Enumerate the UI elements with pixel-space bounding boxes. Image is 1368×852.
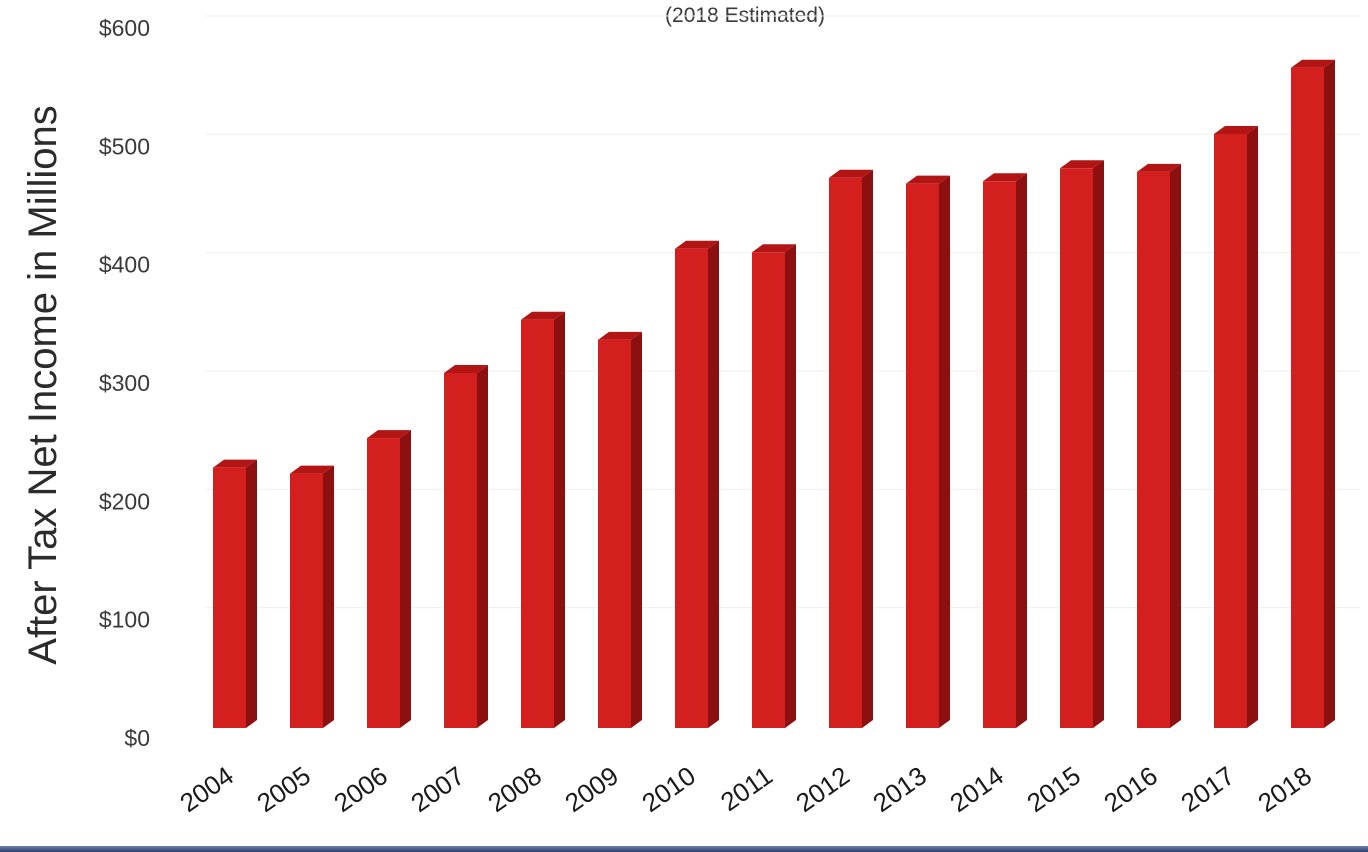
bar-top <box>1060 160 1104 169</box>
bar <box>829 169 873 728</box>
bar <box>1137 163 1181 729</box>
bar <box>598 331 642 728</box>
y-tick-label: $600 <box>99 15 150 41</box>
bar-front <box>1060 168 1093 729</box>
x-tick-label: 2004 <box>174 760 239 818</box>
x-tick-label: 2005 <box>251 760 316 818</box>
bar <box>983 173 1027 729</box>
y-tick-label: $0 <box>124 725 150 751</box>
x-tick-label: 2006 <box>328 760 393 818</box>
bar-side <box>554 311 565 728</box>
x-tick-label: 2018 <box>1252 760 1317 818</box>
bar-side <box>477 365 488 728</box>
bar-top <box>906 175 950 184</box>
bar-top <box>290 465 334 474</box>
bar-side <box>708 240 719 728</box>
bar-front <box>444 373 477 728</box>
bar-top <box>444 365 488 373</box>
bar <box>675 240 719 728</box>
bar-front <box>290 473 323 728</box>
x-tick-label: 2013 <box>867 760 932 818</box>
x-tick-label: 2016 <box>1098 760 1163 818</box>
bar-front <box>598 339 631 728</box>
bar-front <box>906 183 939 728</box>
x-tick-label: 2012 <box>790 760 855 818</box>
bar-top <box>1214 125 1258 134</box>
bar-top <box>213 459 257 468</box>
y-tick-label: $500 <box>99 133 150 159</box>
y-axis-label: After Tax Net Income in Millions <box>21 105 65 664</box>
bar-front <box>1214 133 1247 728</box>
bar-top <box>1137 163 1181 172</box>
bar-side <box>1247 125 1258 728</box>
bar <box>367 430 411 728</box>
bar <box>290 465 334 728</box>
bar-side <box>400 430 411 728</box>
bar-side <box>785 244 796 729</box>
bar-top <box>752 244 796 253</box>
bar-front <box>1291 67 1324 728</box>
bar-side <box>939 175 950 728</box>
bars <box>213 59 1335 729</box>
bar-front <box>983 181 1016 729</box>
bar <box>752 244 796 729</box>
x-tick-label: 2009 <box>559 760 624 818</box>
y-tick-label: $200 <box>99 488 150 514</box>
bar-front <box>1137 171 1170 729</box>
bar-side <box>631 331 642 728</box>
x-tick-label: 2008 <box>482 760 547 818</box>
bar <box>1291 59 1335 728</box>
bottom-accent-bar <box>0 846 1368 852</box>
bar-front <box>367 438 400 728</box>
bar-side <box>862 169 873 728</box>
bar <box>1214 125 1258 728</box>
bar-top <box>367 430 411 439</box>
y-tick-label: $400 <box>99 252 150 278</box>
x-tick-label: 2017 <box>1175 760 1240 818</box>
bar-front <box>829 177 862 728</box>
x-tick-label: 2014 <box>944 760 1009 818</box>
bar-side <box>1170 163 1181 729</box>
bar-side <box>1324 59 1335 728</box>
bar-front <box>675 248 708 728</box>
bar <box>906 175 950 728</box>
bar-front <box>521 319 554 728</box>
x-tick-label: 2015 <box>1021 760 1086 818</box>
bar-side <box>323 465 334 728</box>
bar-top <box>598 331 642 340</box>
bar <box>1060 160 1104 729</box>
bar-top <box>983 173 1027 182</box>
x-axis-ticks: 2004 2005 2006 2007 2008 2009 2010 2011 2012 2013… <box>174 760 1317 818</box>
x-tick-label: 2011 <box>715 760 778 817</box>
y-tick-label: $100 <box>99 607 150 633</box>
bar-front <box>752 252 785 729</box>
bar-top <box>675 240 719 249</box>
bar-side <box>1016 173 1027 729</box>
bar-top <box>1291 59 1335 68</box>
bar-side <box>246 459 257 728</box>
bar-top <box>521 311 565 320</box>
bar-top <box>829 169 873 178</box>
bar <box>521 311 565 728</box>
bar-side <box>1093 160 1104 729</box>
bar <box>213 459 257 728</box>
y-tick-label: $300 <box>99 370 150 396</box>
x-tick-label: 2007 <box>405 760 470 818</box>
x-tick-label: 2010 <box>636 760 701 818</box>
bar <box>444 365 488 728</box>
y-axis-ticks: $0 $100 $200 $300 $400 $500 $600 <box>99 15 150 751</box>
bar-front <box>213 467 246 728</box>
